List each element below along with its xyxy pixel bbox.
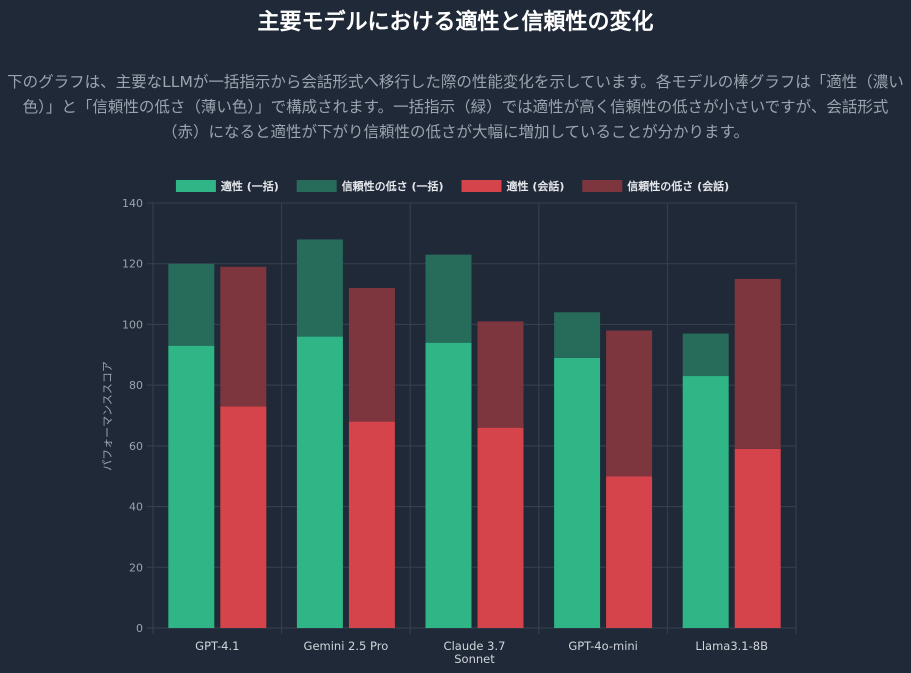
- bar-segment: [348, 421, 395, 628]
- bar-segment: [734, 448, 781, 628]
- y-tick-label: 140: [122, 197, 143, 210]
- legend-label: 適性 (会話): [507, 179, 565, 193]
- stacked-bar-chart: 適性 (一括) 信頼性の低さ (一括) 適性 (会話) 信頼性の低さ (会話) 0 20…: [101, 179, 797, 666]
- legend-swatch: [296, 180, 337, 192]
- y-tick-label: 0: [136, 622, 143, 635]
- legend-swatch: [175, 180, 216, 192]
- page-title: 主要モデルにおける適性と信頼性の変化: [257, 10, 654, 35]
- y-tick-label: 20: [129, 561, 143, 574]
- x-axis: GPT-4.1 Gemini 2.5 Pro Claude 3.7 Sonnet GPT…: [195, 639, 768, 666]
- bar-segment: [220, 406, 267, 628]
- bar-segment: [220, 266, 267, 407]
- bar-segment: [606, 330, 653, 477]
- legend-label: 信頼性の低さ (一括): [342, 179, 444, 193]
- y-tick-label: 120: [122, 258, 143, 271]
- bars-group: [168, 239, 781, 628]
- page-description: 下のグラフは、主要なLLMが一括指示から会話形式へ移行した際の性能変化を示してい…: [7, 73, 904, 141]
- bar-segment: [348, 288, 395, 422]
- bar-segment: [554, 312, 601, 358]
- bar-segment: [168, 345, 215, 628]
- bar-segment: [425, 342, 472, 628]
- bar-segment: [734, 278, 781, 449]
- y-tick-label: 60: [129, 440, 143, 453]
- bar-segment: [296, 336, 343, 628]
- bar-segment: [554, 357, 601, 628]
- x-tick-label: GPT-4.1: [195, 639, 239, 653]
- bar-segment: [477, 427, 524, 628]
- bar-segment: [682, 376, 729, 628]
- legend-swatch: [461, 180, 502, 192]
- y-tick-label: 80: [129, 379, 143, 392]
- bar-segment: [296, 239, 343, 337]
- bar-segment: [425, 254, 472, 343]
- legend-label: 信頼性の低さ (会話): [627, 179, 729, 193]
- legend-swatch: [582, 180, 623, 192]
- x-tick-label: Gemini 2.5 Pro: [304, 639, 389, 653]
- bar-segment: [168, 263, 215, 346]
- y-axis-label: パフォーマンススコア: [101, 361, 114, 471]
- y-tick-label: 40: [129, 501, 143, 514]
- chart-legend: 適性 (一括) 信頼性の低さ (一括) 適性 (会話) 信頼性の低さ (会話): [175, 179, 729, 193]
- y-tick-label: 100: [122, 318, 143, 331]
- bar-segment: [682, 333, 729, 377]
- legend-label: 適性 (一括): [221, 179, 279, 193]
- bar-segment: [477, 321, 524, 428]
- y-axis: 0 20 40 60 80 100 120 140: [122, 197, 143, 635]
- x-tick-label: Claude 3.7 Sonnet: [444, 639, 506, 666]
- bar-segment: [606, 476, 653, 628]
- x-tick-label: GPT-4o-mini: [568, 639, 638, 653]
- x-tick-label: Llama3.1-8B: [695, 639, 768, 653]
